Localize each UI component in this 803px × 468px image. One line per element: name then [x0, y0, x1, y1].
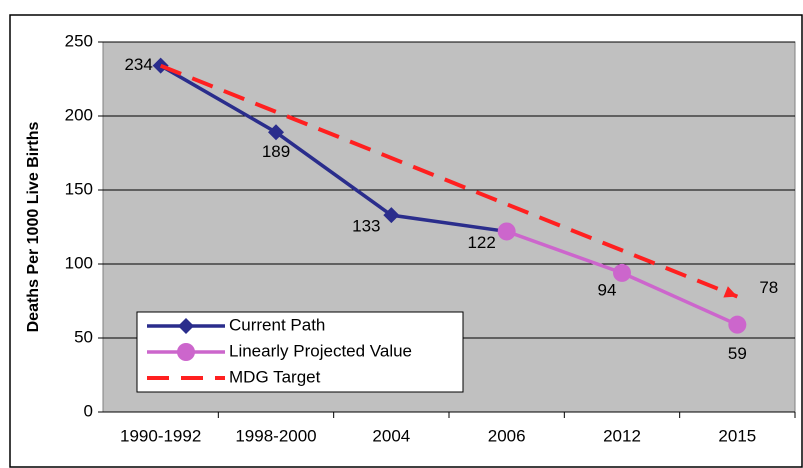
x-tick-label: 2004 [372, 426, 410, 445]
legend-label: MDG Target [229, 367, 321, 386]
data-label: 94 [598, 280, 617, 299]
data-point [383, 207, 400, 224]
data-point [728, 315, 747, 334]
x-tick-label: 1990-1992 [120, 426, 201, 445]
y-axis-label: Deaths Per 1000 Live Births [25, 122, 42, 333]
data-label: 234 [124, 55, 152, 74]
x-tick-label: 2006 [488, 426, 526, 445]
x-tick-label: 2015 [718, 426, 756, 445]
x-tick-label: 2012 [603, 426, 641, 445]
y-tick-label: 0 [84, 401, 93, 420]
data-label: 189 [262, 142, 290, 161]
x-tick-label: 1998-2000 [235, 426, 316, 445]
data-point [613, 263, 631, 282]
y-tick-label: 150 [65, 179, 93, 198]
y-tick-label: 100 [65, 253, 93, 272]
legend-label: Linearly Projected Value [229, 341, 412, 360]
arrow-head [723, 286, 738, 298]
series-line [159, 63, 739, 299]
data-label: 59 [728, 344, 747, 363]
legend-label: Current Path [229, 315, 325, 334]
data-label: 122 [467, 233, 495, 252]
y-tick-label: 50 [74, 327, 93, 346]
data-label: 78 [759, 278, 778, 297]
y-tick-label: 200 [65, 105, 93, 124]
series-line [159, 64, 507, 234]
data-point [152, 57, 169, 74]
legend-marker [177, 343, 195, 361]
y-tick-label: 250 [65, 31, 93, 50]
data-point [497, 222, 516, 241]
data-label: 133 [352, 217, 380, 236]
data-point [268, 124, 284, 141]
legend-marker [178, 318, 194, 334]
